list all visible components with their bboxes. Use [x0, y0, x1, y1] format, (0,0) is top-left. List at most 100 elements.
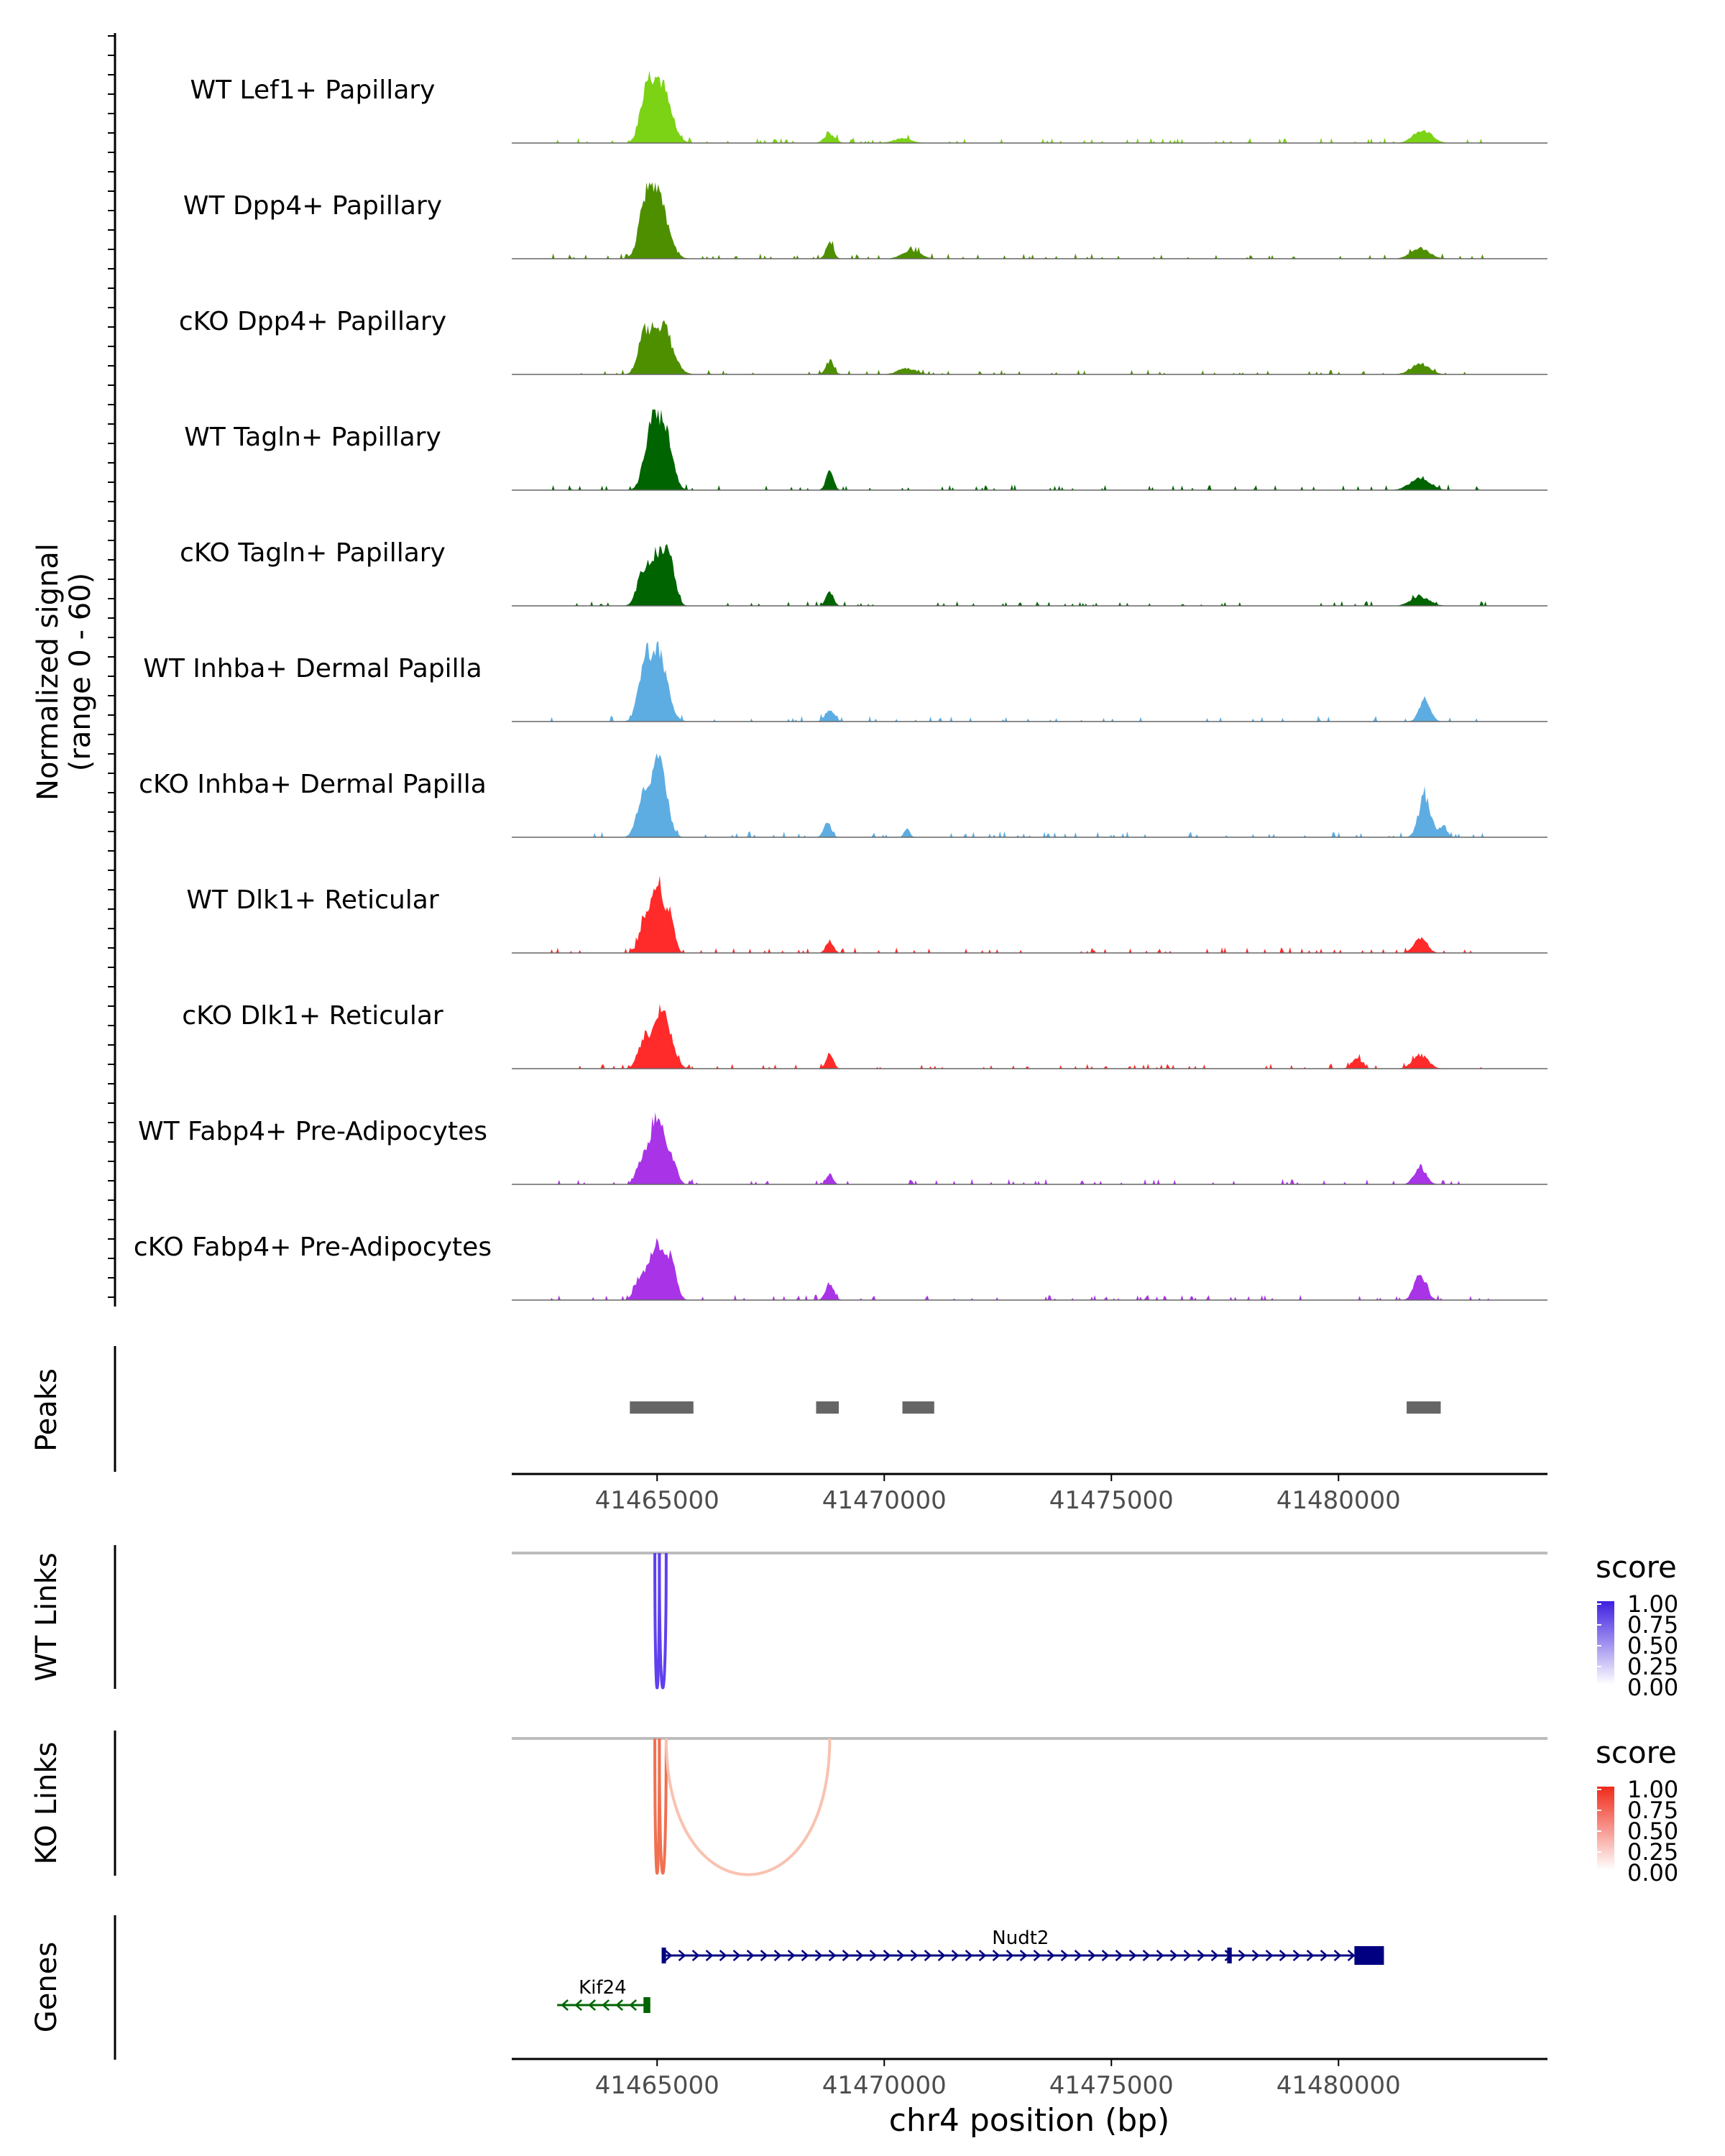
- coverage-track: WT Tagln+ Papillary: [184, 409, 1547, 491]
- x-axis-tick-label: 41465000: [595, 2071, 719, 2100]
- peaks-track-label: Peaks: [30, 1368, 63, 1452]
- legend-tick-label: 0.25: [1627, 1653, 1678, 1680]
- x-axis-tick-label: 41470000: [822, 1486, 947, 1515]
- coverage-track-label: WT Dlk1+ Reticular: [186, 885, 438, 915]
- coverage-track-label: WT Tagln+ Papillary: [184, 423, 441, 452]
- strand-arrow: [732, 1950, 741, 1961]
- gene-exon: [643, 1997, 650, 2013]
- coverage-track-label: WT Fabp4+ Pre-Adipocytes: [138, 1117, 487, 1146]
- strand-arrow: [1101, 1950, 1110, 1961]
- peaks-track: [630, 1401, 1441, 1414]
- strand-arrow: [842, 1950, 850, 1961]
- wt-legend-title: score: [1596, 1549, 1677, 1585]
- strand-arrow: [1347, 1950, 1356, 1961]
- legend-tick-label: 0.00: [1627, 1674, 1678, 1701]
- coverage-area: [512, 1238, 1547, 1300]
- coverage-y-ticks: [108, 35, 115, 1298]
- coverage-track: WT Dpp4+ Papillary: [183, 182, 1547, 259]
- strand-arrow: [814, 1950, 823, 1961]
- strand-arrow: [1087, 1950, 1096, 1961]
- strand-arrow: [1183, 1950, 1192, 1961]
- peak-region: [1407, 1401, 1441, 1414]
- coverage-track-label: WT Inhba+ Dermal Papilla: [143, 654, 482, 683]
- coverage-area: [512, 1112, 1547, 1184]
- strand-arrow: [1074, 1950, 1082, 1961]
- legend-tick-label: 0.50: [1627, 1632, 1678, 1659]
- coverage-track: WT Fabp4+ Pre-Adipocytes: [138, 1112, 1547, 1185]
- strand-arrow: [574, 1999, 583, 2011]
- strand-arrow: [588, 1999, 597, 2011]
- strand-arrow: [1279, 1950, 1287, 1961]
- peak-region: [630, 1401, 694, 1414]
- gene-models: Nudt2 Kif24: [557, 1927, 1384, 2013]
- coverage-track-label: cKO Tagln+ Papillary: [180, 538, 446, 568]
- coverage-area: [512, 1003, 1547, 1069]
- coverage-tracks: WT Lef1+ Papillary WT Dpp4+ Papillary cKO …: [134, 70, 1547, 1301]
- gene-exon: [1227, 1948, 1232, 1963]
- coverage-track: WT Dlk1+ Reticular: [186, 875, 1547, 954]
- strand-arrow: [691, 1950, 700, 1961]
- strand-arrow: [561, 1999, 569, 2011]
- coverage-track: cKO Fabp4+ Pre-Adipocytes: [134, 1233, 1547, 1301]
- strand-arrow: [1306, 1950, 1315, 1961]
- gene-name-label: Kif24: [579, 1977, 627, 1999]
- strand-arrow: [760, 1950, 768, 1961]
- link-arc: [658, 1552, 668, 1690]
- x-axis-tick-label: 41465000: [595, 1486, 719, 1515]
- coverage-area: [512, 544, 1547, 606]
- strand-arrow: [664, 1950, 673, 1961]
- strand-arrow: [1333, 1950, 1342, 1961]
- strand-arrow: [719, 1950, 727, 1961]
- strand-arrow: [602, 1999, 610, 2011]
- coverage-y-label-line2: (range 0 - 60): [64, 573, 97, 771]
- ko-legend-tick-labels: 1.000.750.500.250.00: [1597, 1776, 1678, 1886]
- strand-arrow: [629, 1999, 638, 2011]
- coverage-track: cKO Dpp4+ Papillary: [179, 307, 1547, 375]
- coverage-track-label: cKO Dpp4+ Papillary: [179, 307, 446, 336]
- strand-arrow: [1238, 1950, 1246, 1961]
- x-axis-tick-label: 41480000: [1276, 2071, 1401, 2100]
- coverage-track: cKO Dlk1+ Reticular: [182, 1001, 1547, 1069]
- strand-arrow: [787, 1950, 796, 1961]
- strand-arrow: [1006, 1950, 1014, 1961]
- strand-arrow: [937, 1950, 946, 1961]
- coverage-y-label-line1: Normalized signal: [32, 543, 65, 801]
- legend-tick-label: 0.50: [1627, 1818, 1678, 1845]
- x-axis-tick-label: 41480000: [1276, 1486, 1401, 1515]
- coverage-area: [512, 409, 1547, 490]
- coverage-track-label: WT Dpp4+ Papillary: [183, 191, 442, 221]
- coverage-track: WT Lef1+ Papillary: [190, 70, 1547, 144]
- strand-arrow: [746, 1950, 755, 1961]
- gene-exon: [661, 1948, 666, 1963]
- wt-links-track-label: WT Links: [30, 1552, 63, 1681]
- strand-arrow: [910, 1950, 919, 1961]
- coverage-area: [512, 641, 1547, 722]
- x-axis-title: chr4 position (bp): [889, 2102, 1170, 2139]
- gene-name-label: Nudt2: [992, 1927, 1049, 1949]
- legend-tick-label: 1.00: [1627, 1776, 1678, 1803]
- strand-arrow: [1128, 1950, 1137, 1961]
- wt-score-legend: score 1.000.750.500.250.00: [1596, 1549, 1678, 1701]
- strand-arrow: [965, 1950, 973, 1961]
- ko-legend-colorbar: [1597, 1787, 1614, 1870]
- wt-links-arcs: [653, 1552, 668, 1690]
- coverage-track-label: cKO Inhba+ Dermal Papilla: [139, 770, 487, 799]
- strand-arrow: [869, 1950, 878, 1961]
- gene-model: Kif24: [557, 1977, 650, 2013]
- link-arc: [658, 1738, 668, 1875]
- strand-arrow: [1046, 1950, 1055, 1961]
- strand-arrow: [801, 1950, 809, 1961]
- coverage-track-label: WT Lef1+ Papillary: [190, 75, 436, 105]
- strand-arrow: [1156, 1950, 1164, 1961]
- coverage-track: cKO Tagln+ Papillary: [180, 538, 1547, 607]
- strand-arrow: [615, 1999, 624, 2011]
- x-axis-bottom: 41465000 41470000 41475000 41480000: [595, 2059, 1401, 2100]
- strand-arrow: [773, 1950, 782, 1961]
- strand-arrow: [924, 1950, 932, 1961]
- coverage-area: [512, 70, 1547, 143]
- legend-tick-label: 0.00: [1627, 1859, 1678, 1886]
- genes-track-label: Genes: [30, 1942, 63, 2032]
- strand-arrow: [1169, 1950, 1178, 1961]
- strand-arrow: [883, 1950, 891, 1961]
